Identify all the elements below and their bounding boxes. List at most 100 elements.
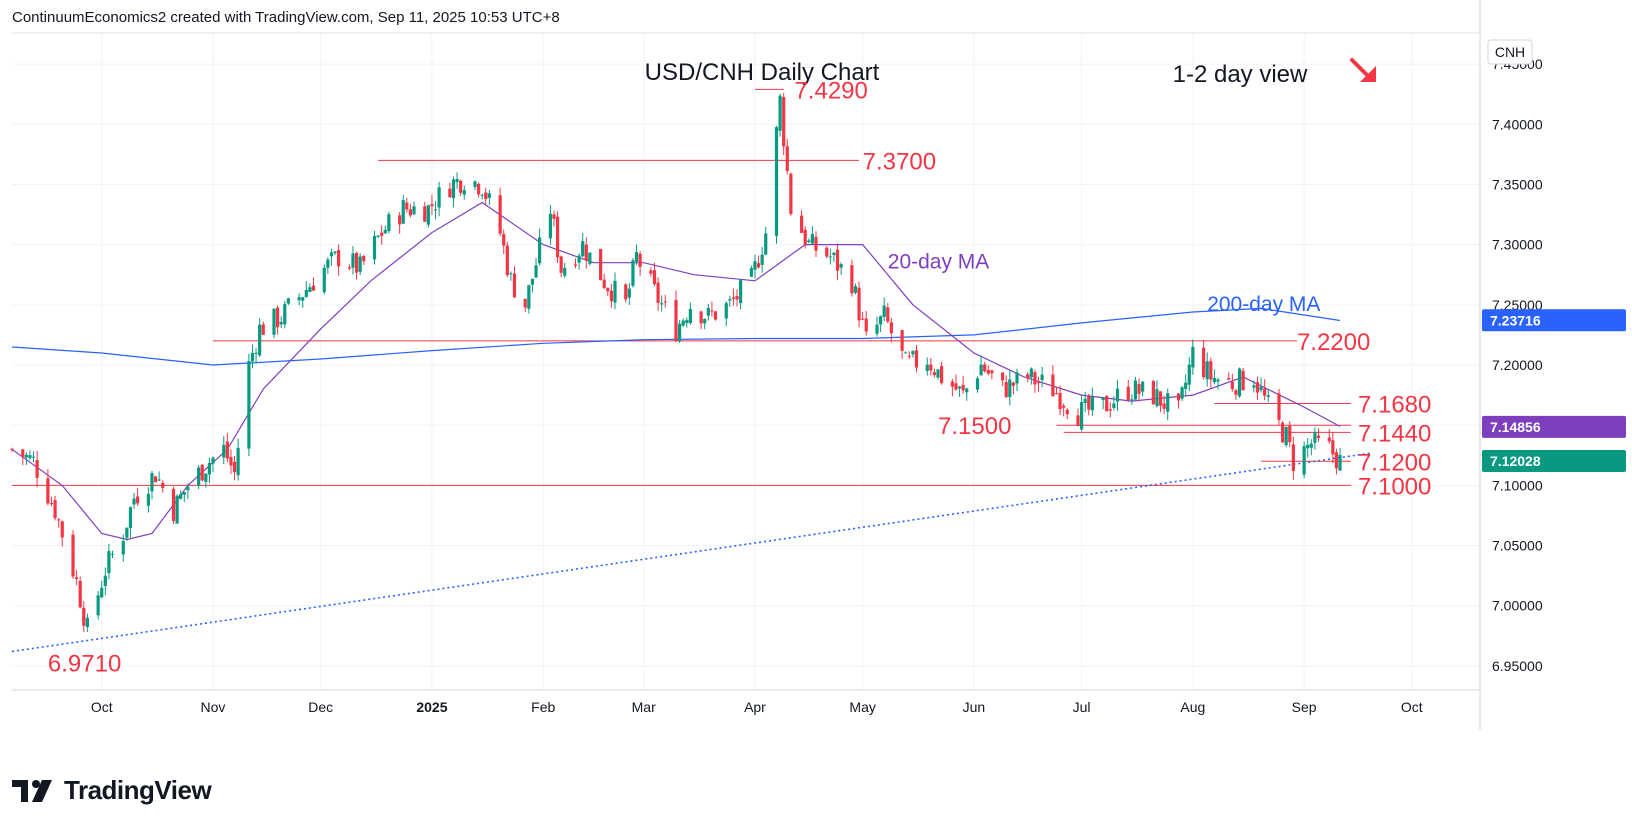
candle-body — [1033, 372, 1037, 385]
candle-body — [875, 324, 879, 334]
candle-body — [886, 307, 890, 322]
candle-body — [1288, 425, 1292, 443]
candle-body — [261, 324, 265, 335]
candle-body — [146, 493, 150, 506]
candle — [1227, 372, 1231, 381]
candle-body — [710, 310, 714, 312]
candle-body — [24, 454, 28, 458]
candle — [412, 201, 416, 216]
candle — [839, 262, 843, 275]
candle — [907, 351, 911, 360]
candle — [1205, 352, 1209, 387]
symbol-box[interactable] — [1487, 39, 1533, 65]
y-tick-label: 7.25000 — [1492, 297, 1543, 313]
candle-body — [376, 235, 380, 237]
candle-body — [914, 350, 919, 368]
candle-body — [538, 237, 542, 264]
candle — [1255, 376, 1260, 400]
candle-body — [304, 289, 308, 297]
candle — [462, 185, 466, 200]
candle — [688, 302, 692, 325]
candle-body — [527, 285, 531, 309]
candle-body — [555, 216, 560, 258]
candle — [283, 300, 287, 329]
candle-body — [1158, 391, 1163, 406]
candle — [634, 244, 639, 266]
candle — [1241, 367, 1245, 391]
candle — [785, 138, 789, 175]
candle-body — [250, 352, 255, 362]
candle — [760, 246, 764, 273]
candle-body — [688, 309, 692, 324]
logo-text: TradingView — [64, 775, 212, 805]
candle — [875, 316, 879, 337]
candle — [803, 226, 807, 249]
candle — [681, 318, 685, 328]
candle-body — [652, 270, 657, 285]
candle — [1108, 402, 1112, 418]
candle-body — [674, 299, 678, 341]
candle-body — [426, 205, 430, 225]
candle — [882, 297, 886, 322]
ma20-label: 20-day MA — [888, 251, 990, 274]
candle — [602, 273, 606, 290]
candle-body — [157, 479, 161, 481]
candle — [132, 492, 136, 510]
candle — [1105, 395, 1109, 412]
candle-body — [473, 181, 477, 187]
candle-body — [35, 459, 39, 478]
candle — [433, 201, 438, 220]
candle-body — [1076, 415, 1080, 427]
candle — [609, 284, 614, 308]
candle — [1158, 391, 1163, 413]
x-tick-label: Dec — [308, 699, 333, 715]
candle-body — [1083, 398, 1087, 404]
candle-body — [60, 521, 64, 538]
candle-body — [49, 503, 54, 505]
level-label: 7.1000 — [1358, 473, 1431, 500]
time-axis[interactable]: Oct Nov Dec 2025 Feb Mar Apr May Jun Jul Aug Sep Oct — [91, 699, 1423, 715]
candle — [1065, 408, 1069, 420]
level-label: 7.1200 — [1358, 449, 1431, 476]
candle — [35, 450, 39, 488]
ma200-line — [11, 307, 1341, 366]
candle-body — [904, 352, 908, 354]
candle — [322, 264, 326, 295]
candle-body — [512, 273, 517, 298]
candle-body — [889, 322, 893, 334]
candle — [1083, 391, 1087, 412]
candle — [1130, 394, 1134, 405]
candle-body — [132, 498, 136, 505]
candle-body — [778, 95, 782, 131]
candle-body — [1108, 409, 1112, 411]
candle — [75, 569, 79, 586]
candle-body — [448, 188, 452, 198]
candle-body — [383, 229, 387, 234]
candle-body — [276, 307, 280, 328]
candle — [889, 317, 893, 343]
tradingview-logo[interactable]: TradingView — [12, 775, 212, 806]
candle — [627, 283, 631, 305]
candle — [157, 471, 161, 482]
candle-body — [986, 370, 990, 374]
price-chart[interactable]: USD/CNH Daily Chart 1-2 day view 7.4290 7.3… — [0, 0, 1632, 760]
candle — [473, 180, 477, 191]
price-axis[interactable]: 7.450007.400007.350007.300007.250007.200… — [12, 0, 1626, 730]
candle-body — [21, 449, 25, 457]
candle — [380, 225, 384, 245]
candle-body — [660, 303, 664, 305]
candle-body — [950, 381, 954, 387]
candle — [103, 567, 107, 596]
candle — [1151, 380, 1155, 405]
candle-body — [900, 330, 904, 351]
candle-body — [1316, 435, 1321, 438]
candle — [1137, 378, 1141, 402]
candle — [778, 93, 782, 137]
candle — [1126, 379, 1130, 403]
candle-body — [961, 384, 965, 391]
candle — [1277, 388, 1281, 425]
candle-body — [832, 252, 836, 256]
candle — [125, 527, 129, 542]
candle — [430, 194, 434, 215]
candle-body — [1029, 368, 1033, 378]
